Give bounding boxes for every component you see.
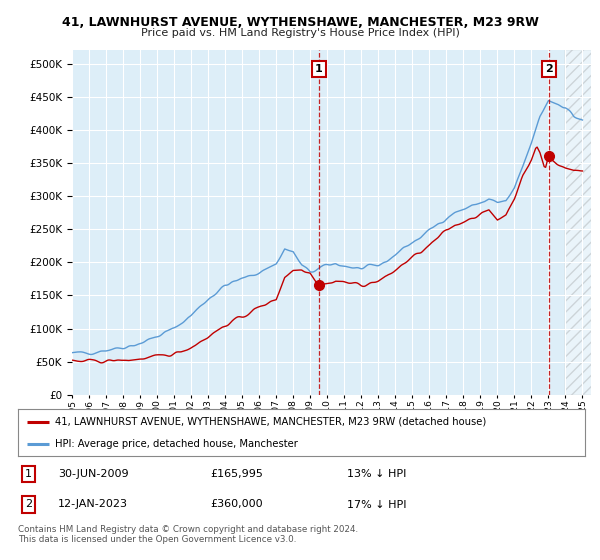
Bar: [319, 50, 549, 395]
Text: 1: 1: [315, 64, 323, 74]
Text: £360,000: £360,000: [211, 500, 263, 510]
Text: 12-JAN-2023: 12-JAN-2023: [58, 500, 128, 510]
Text: 17% ↓ HPI: 17% ↓ HPI: [347, 500, 406, 510]
Text: 30-JUN-2009: 30-JUN-2009: [58, 469, 128, 479]
Text: 41, LAWNHURST AVENUE, WYTHENSHAWE, MANCHESTER, M23 9RW: 41, LAWNHURST AVENUE, WYTHENSHAWE, MANCH…: [62, 16, 538, 29]
Bar: [565, 50, 600, 395]
Text: £165,995: £165,995: [211, 469, 263, 479]
Text: 13% ↓ HPI: 13% ↓ HPI: [347, 469, 406, 479]
Text: 41, LAWNHURST AVENUE, WYTHENSHAWE, MANCHESTER, M23 9RW (detached house): 41, LAWNHURST AVENUE, WYTHENSHAWE, MANCH…: [55, 417, 486, 427]
Bar: [565, 50, 600, 395]
Text: 2: 2: [545, 64, 553, 74]
Text: Price paid vs. HM Land Registry's House Price Index (HPI): Price paid vs. HM Land Registry's House …: [140, 28, 460, 38]
Text: HPI: Average price, detached house, Manchester: HPI: Average price, detached house, Manc…: [55, 438, 298, 449]
Text: 1: 1: [25, 469, 32, 479]
Text: 2: 2: [25, 500, 32, 510]
Text: Contains HM Land Registry data © Crown copyright and database right 2024.
This d: Contains HM Land Registry data © Crown c…: [18, 525, 358, 544]
